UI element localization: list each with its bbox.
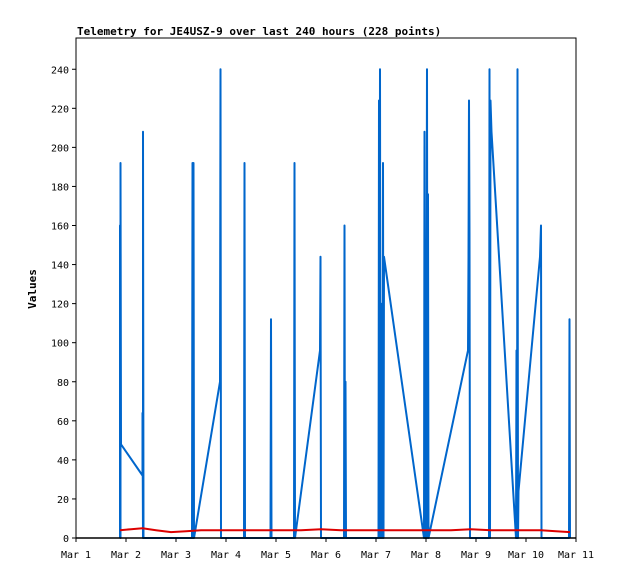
series-layer [76, 68, 576, 539]
y-tick-label: 140 [51, 261, 69, 272]
x-tick-label: Mar 7 [361, 550, 391, 561]
y-tick-label: 200 [51, 143, 69, 154]
y-tick-label: 60 [57, 417, 69, 428]
x-axis-ticks: Mar 1 Mar 2 Mar 3 Mar 4 Mar 5 Mar 6 Mar 7 Mar 8… [61, 538, 594, 561]
y-tick-label: 240 [51, 65, 69, 76]
y-tick-label: 20 [57, 495, 69, 506]
series-line-2 [119, 527, 571, 534]
series-line-1 [119, 68, 571, 539]
x-tick-label: Mar 2 [111, 550, 141, 561]
x-tick-label: Mar 5 [261, 550, 291, 561]
x-tick-label: Mar 4 [211, 550, 241, 561]
y-tick-label: 180 [51, 182, 69, 193]
x-tick-label: Mar 8 [411, 550, 441, 561]
y-axis-ticks: 0 20 40 60 80 100 120 140 160 180 200 220 240 [51, 65, 76, 545]
x-tick-label: Mar 3 [161, 550, 191, 561]
y-axis-label: Values [26, 269, 39, 309]
x-tick-label: Mar 6 [311, 550, 341, 561]
x-tick-label: Mar 1 [61, 550, 91, 561]
y-tick-label: 0 [63, 534, 69, 545]
x-tick-label: Mar 11 [558, 550, 594, 561]
x-tick-label: Mar 10 [508, 550, 544, 561]
y-tick-label: 40 [57, 456, 69, 467]
chart-title: Telemetry for JE4USZ-9 over last 240 hou… [77, 25, 441, 38]
y-tick-label: 220 [51, 104, 69, 115]
x-tick-label: Mar 9 [461, 550, 491, 561]
y-tick-label: 80 [57, 378, 69, 389]
y-tick-label: 120 [51, 300, 69, 311]
y-tick-label: 160 [51, 222, 69, 233]
y-tick-label: 100 [51, 339, 69, 350]
